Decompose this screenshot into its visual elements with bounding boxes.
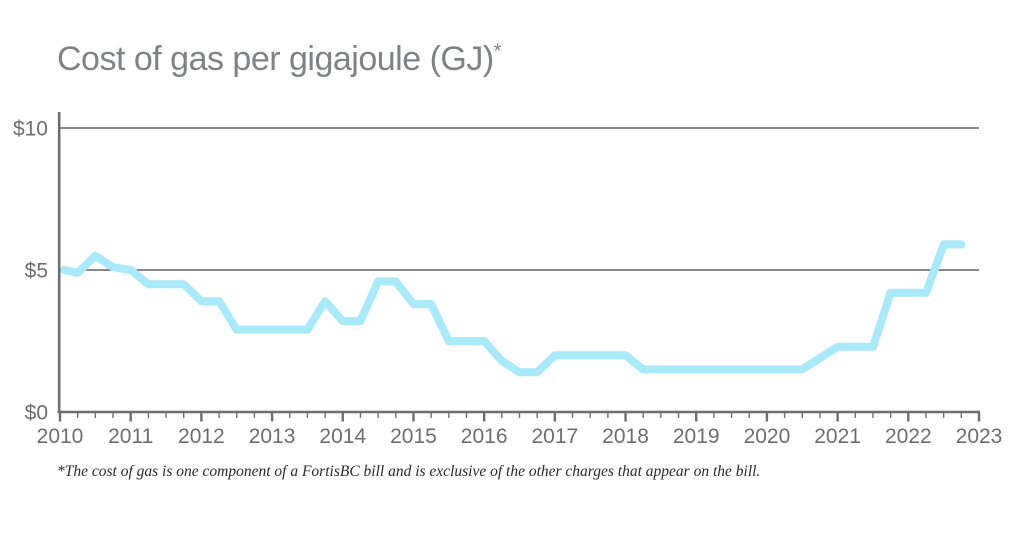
x-tick-label: 2012 xyxy=(178,425,225,448)
chart-title-text: Cost of gas per gigajoule (GJ) xyxy=(57,40,494,78)
x-tick-label: 2010 xyxy=(37,425,84,448)
x-tick-label: 2022 xyxy=(885,425,932,448)
chart-title-asterisk: * xyxy=(493,40,502,63)
x-tick-label: 2020 xyxy=(744,425,791,448)
x-tick-label: 2023 xyxy=(956,425,1003,448)
chart-footnote: *The cost of gas is one component of a F… xyxy=(57,463,761,480)
chart-title: Cost of gas per gigajoule (GJ)* xyxy=(57,40,501,79)
x-tick-label: 2016 xyxy=(461,425,508,448)
y-tick-label: $10 xyxy=(13,118,48,141)
x-tick-label: 2011 xyxy=(108,425,153,448)
x-tick-label: 2017 xyxy=(531,425,578,448)
x-tick-label: 2018 xyxy=(602,425,649,448)
x-tick-label: 2019 xyxy=(673,425,720,448)
x-tick-label: 2015 xyxy=(390,425,437,448)
y-tick-label: $5 xyxy=(25,260,48,283)
x-tick-label: 2013 xyxy=(249,425,296,448)
x-tick-label: 2014 xyxy=(319,425,366,448)
y-tick-label: $0 xyxy=(25,402,48,425)
cost-line xyxy=(60,240,966,377)
x-tick-label: 2021 xyxy=(814,425,861,448)
